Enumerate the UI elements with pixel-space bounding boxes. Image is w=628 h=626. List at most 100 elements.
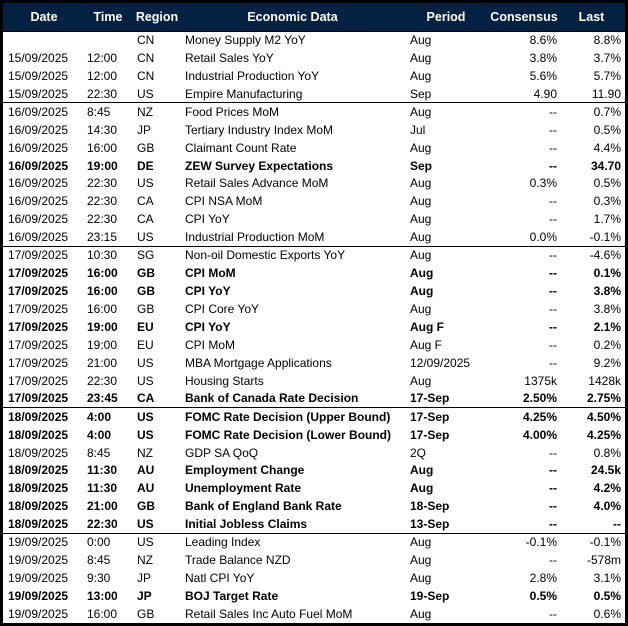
cell-region: JP: [137, 122, 152, 137]
cell-time: 4:00: [85, 407, 131, 426]
cell-region: US: [137, 176, 154, 191]
cell-last: -578m: [586, 553, 621, 568]
table-row[interactable]: 19/09/2025 16:00 GB Retail Sales Inc Aut…: [3, 605, 625, 623]
cell-last: --: [613, 517, 621, 532]
cell-time: 14:30: [87, 122, 118, 137]
table-row[interactable]: 16/09/2025 19:00 DE ZEW Survey Expectati…: [3, 157, 625, 175]
table-row[interactable]: 19/09/2025 9:30 JP Natl CPI YoY Aug 2.8%…: [3, 569, 625, 587]
table-row[interactable]: 17/09/2025 10:30 SG Non-oil Domestic Exp…: [3, 245, 625, 265]
table-row[interactable]: 17/09/2025 16:00 GB CPI YoY Aug -- 3.8%: [3, 282, 625, 300]
cell-economic-data: Housing Starts: [185, 373, 264, 388]
table-row[interactable]: 18/09/2025 22:30 US Initial Jobless Clai…: [3, 515, 625, 533]
cell-date: 16/09/2025: [8, 230, 69, 245]
cell-consensus: 4.90: [533, 86, 557, 101]
cell-consensus: --: [549, 266, 557, 281]
cell-last: -4.6%: [558, 245, 625, 265]
cell-last: 4.25%: [586, 427, 621, 442]
table-row[interactable]: 17/09/2025 22:30 US Housing Starts Aug 1…: [3, 372, 625, 390]
cell-consensus: -0.1%: [490, 532, 558, 552]
cell-last: 2.75%: [586, 391, 621, 406]
cell-region: CA: [137, 391, 155, 406]
cell-time: 16:00: [87, 607, 118, 621]
table-row[interactable]: 16/09/2025 22:30 US Retail Sales Advance…: [3, 175, 625, 193]
cell-period: Aug: [410, 571, 432, 586]
cell-economic-data: Bank of Canada Rate Decision: [185, 391, 359, 406]
cell-last: 5.7%: [593, 68, 621, 83]
table-row[interactable]: 16/09/2025 14:30 JP Tertiary Industry In…: [3, 121, 625, 139]
table-row[interactable]: 17/09/2025 21:00 US MBA Mortgage Applica…: [3, 354, 625, 372]
cell-period: 12/09/2025: [410, 355, 471, 370]
cell-consensus: 0.5%: [529, 589, 557, 604]
cell-period: Aug: [410, 266, 434, 281]
table-row[interactable]: 16/09/2025 23:15 US Industrial Productio…: [3, 228, 625, 246]
table-row[interactable]: 17/09/2025 23:45 CA Bank of Canada Rate …: [3, 390, 625, 408]
cell-period: Aug: [410, 481, 434, 496]
table-row[interactable]: 15/09/2025 12:00 CN Industrial Productio…: [3, 67, 625, 85]
table-row[interactable]: 16/09/2025 22:30 CA CPI NSA MoM Aug -- 0…: [3, 192, 625, 210]
cell-consensus: 2.50%: [522, 391, 557, 406]
cell-date: 18/09/2025: [8, 481, 69, 496]
table-body: CN Money Supply M2 YoY Aug 8.6% 8.8% 15/…: [3, 31, 625, 623]
table-row[interactable]: 16/09/2025 22:30 CA CPI YoY Aug -- 1.7%: [3, 210, 625, 228]
cell-region: CN: [137, 68, 155, 83]
table-row[interactable]: 18/09/2025 8:45 NZ GDP SA QoQ 2Q -- 0.8%: [3, 444, 625, 462]
cell-date: 16/09/2025: [8, 140, 69, 155]
cell-economic-data: GDP SA QoQ: [185, 445, 259, 460]
cell-consensus: --: [549, 122, 557, 137]
cell-time: 10:30: [85, 245, 131, 265]
cell-consensus: --: [549, 284, 557, 299]
cell-date: 16/09/2025: [8, 194, 69, 209]
cell-region: US: [137, 230, 154, 245]
table-row[interactable]: 17/09/2025 19:00 EU CPI MoM Aug F -- 0.2…: [3, 336, 625, 354]
cell-consensus: --: [549, 481, 557, 496]
cell-last: 0.5%: [593, 122, 621, 137]
table-row[interactable]: CN Money Supply M2 YoY Aug 8.6% 8.8%: [3, 31, 625, 49]
table-row[interactable]: 17/09/2025 16:00 GB CPI MoM Aug -- 0.1%: [3, 264, 625, 282]
table-row[interactable]: 18/09/2025 21:00 GB Bank of England Bank…: [3, 497, 625, 515]
cell-time: 23:45: [87, 391, 118, 406]
cell-time: 16:00: [87, 284, 118, 299]
table-row[interactable]: 15/09/2025 12:00 CN Retail Sales YoY Aug…: [3, 49, 625, 67]
cell-region: JP: [137, 589, 152, 604]
cell-time: 19:00: [87, 319, 118, 334]
cell-date: 18/09/2025: [8, 499, 69, 514]
cell-date: 15/09/2025: [8, 68, 69, 83]
table-row[interactable]: 18/09/2025 4:00 US FOMC Rate Decision (L…: [3, 426, 625, 444]
cell-economic-data: Leading Index: [183, 532, 402, 552]
cell-last: 1.7%: [593, 212, 621, 227]
table-row[interactable]: 18/09/2025 11:30 AU Employment Change Au…: [3, 462, 625, 480]
cell-last: 0.6%: [593, 607, 621, 621]
header-row: Date Time Region Economic Data Period Co…: [3, 3, 625, 32]
table-row[interactable]: 19/09/2025 13:00 JP BOJ Target Rate 19-S…: [3, 587, 625, 605]
cell-region: GB: [137, 266, 155, 281]
cell-date: 18/09/2025: [8, 463, 69, 478]
cell-consensus: 1375k: [524, 373, 557, 388]
cell-region: US: [137, 517, 154, 532]
table-row[interactable]: 16/09/2025 16:00 GB Claimant Count Rate …: [3, 139, 625, 157]
cell-last: 0.3%: [593, 194, 621, 209]
table-row[interactable]: 19/09/2025 8:45 NZ Trade Balance NZD Aug…: [3, 551, 625, 569]
cell-date: 18/09/2025: [3, 407, 85, 426]
cell-date: 15/09/2025: [8, 86, 69, 101]
cell-period: Aug: [410, 33, 432, 48]
cell-region: AU: [137, 463, 155, 478]
cell-economic-data: CPI Core YoY: [185, 302, 260, 317]
table-row[interactable]: 17/09/2025 16:00 GB CPI Core YoY Aug -- …: [3, 300, 625, 318]
cell-time: 22:30: [87, 86, 118, 101]
cell-date: 17/09/2025: [8, 355, 69, 370]
table-row[interactable]: 18/09/2025 4:00 US FOMC Rate Decision (U…: [3, 407, 625, 426]
table-row[interactable]: 19/09/2025 0:00 US Leading Index Aug -0.…: [3, 532, 625, 552]
cell-date: 17/09/2025: [3, 245, 85, 265]
table-row[interactable]: 15/09/2025 22:30 US Empire Manufacturing…: [3, 85, 625, 103]
cell-consensus: --: [549, 212, 557, 227]
table-row[interactable]: 18/09/2025 11:30 AU Unemployment Rate Au…: [3, 479, 625, 497]
table-row[interactable]: 16/09/2025 8:45 NZ Food Prices MoM Aug -…: [3, 102, 625, 121]
table-row[interactable]: 17/09/2025 19:00 EU CPI YoY Aug F -- 2.1…: [3, 318, 625, 336]
cell-period: Aug: [410, 194, 432, 209]
cell-region: DE: [137, 158, 154, 173]
cell-consensus: --: [549, 194, 557, 209]
cell-region: CA: [137, 212, 154, 227]
column-header-last: Last: [558, 3, 625, 32]
cell-last: 4.2%: [593, 481, 621, 496]
cell-date: 17/09/2025: [8, 391, 69, 406]
